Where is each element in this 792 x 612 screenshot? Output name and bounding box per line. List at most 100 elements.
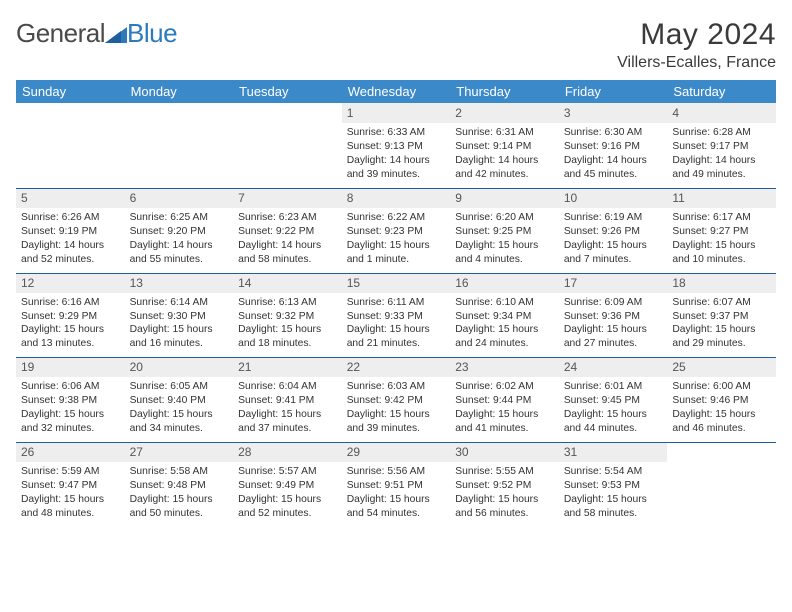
day-number: 7 bbox=[233, 188, 342, 208]
sunset-text: Sunset: 9:53 PM bbox=[564, 479, 663, 493]
daylight-text: Daylight: 15 hours and 44 minutes. bbox=[564, 408, 663, 436]
sunset-text: Sunset: 9:14 PM bbox=[455, 140, 554, 154]
sunset-text: Sunset: 9:13 PM bbox=[347, 140, 446, 154]
daylight-text: Daylight: 15 hours and 56 minutes. bbox=[455, 493, 554, 521]
day-number: 10 bbox=[559, 188, 668, 208]
sunset-text: Sunset: 9:27 PM bbox=[672, 225, 771, 239]
calendar-day-cell: 27Sunrise: 5:58 AMSunset: 9:48 PMDayligh… bbox=[125, 443, 234, 527]
calendar-day-cell: 29Sunrise: 5:56 AMSunset: 9:51 PMDayligh… bbox=[342, 443, 451, 527]
sunset-text: Sunset: 9:19 PM bbox=[21, 225, 120, 239]
daylight-text: Daylight: 15 hours and 29 minutes. bbox=[672, 323, 771, 351]
header-saturday: Saturday bbox=[667, 80, 776, 103]
sunset-text: Sunset: 9:44 PM bbox=[455, 394, 554, 408]
sunset-text: Sunset: 9:42 PM bbox=[347, 394, 446, 408]
sunrise-text: Sunrise: 6:31 AM bbox=[455, 126, 554, 140]
day-header-row: Sunday Monday Tuesday Wednesday Thursday… bbox=[16, 80, 776, 103]
sunrise-text: Sunrise: 6:05 AM bbox=[130, 380, 229, 394]
day-number: 15 bbox=[342, 273, 451, 293]
sunset-text: Sunset: 9:26 PM bbox=[564, 225, 663, 239]
calendar-day-cell bbox=[667, 443, 776, 527]
sunset-text: Sunset: 9:30 PM bbox=[130, 310, 229, 324]
daylight-text: Daylight: 15 hours and 52 minutes. bbox=[238, 493, 337, 521]
sunset-text: Sunset: 9:49 PM bbox=[238, 479, 337, 493]
calendar-week-row: 5 Sunrise: 6:26 AMSunset: 9:19 PM Daylight… bbox=[16, 188, 776, 273]
day-number: 13 bbox=[125, 273, 234, 293]
calendar-day-cell: 28Sunrise: 5:57 AMSunset: 9:49 PMDayligh… bbox=[233, 443, 342, 527]
daylight-text: Daylight: 15 hours and 1 minute. bbox=[347, 239, 446, 267]
sunrise-text: Sunrise: 5:58 AM bbox=[130, 465, 229, 479]
calendar-day-cell: 3 Sunrise: 6:30 AMSunset: 9:16 PMDaylight… bbox=[559, 103, 668, 188]
sunrise-text: Sunrise: 6:14 AM bbox=[130, 296, 229, 310]
daylight-text: Daylight: 15 hours and 18 minutes. bbox=[238, 323, 337, 351]
day-number: 8 bbox=[342, 188, 451, 208]
calendar-day-cell: 10Sunrise: 6:19 AMSunset: 9:26 PMDayligh… bbox=[559, 188, 668, 273]
calendar-day-cell: 14Sunrise: 6:13 AMSunset: 9:32 PMDayligh… bbox=[233, 273, 342, 358]
sunrise-text: Sunrise: 5:59 AM bbox=[21, 465, 120, 479]
sunset-text: Sunset: 9:46 PM bbox=[672, 394, 771, 408]
sunset-text: Sunset: 9:38 PM bbox=[21, 394, 120, 408]
calendar-day-cell: 9Sunrise: 6:20 AMSunset: 9:25 PMDaylight… bbox=[450, 188, 559, 273]
sunset-text: Sunset: 9:32 PM bbox=[238, 310, 337, 324]
header: General Blue May 2024 Villers-Ecalles, F… bbox=[16, 18, 776, 72]
calendar-day-cell: 31Sunrise: 5:54 AMSunset: 9:53 PMDayligh… bbox=[559, 443, 668, 527]
sunset-text: Sunset: 9:37 PM bbox=[672, 310, 771, 324]
calendar-day-cell: 23Sunrise: 6:02 AMSunset: 9:44 PMDayligh… bbox=[450, 358, 559, 443]
daylight-text: Daylight: 15 hours and 54 minutes. bbox=[347, 493, 446, 521]
calendar-day-cell: 19Sunrise: 6:06 AMSunset: 9:38 PMDayligh… bbox=[16, 358, 125, 443]
daylight-text: Daylight: 14 hours and 45 minutes. bbox=[564, 154, 663, 182]
calendar-day-cell: 12Sunrise: 6:16 AMSunset: 9:29 PMDayligh… bbox=[16, 273, 125, 358]
daylight-text: Daylight: 15 hours and 34 minutes. bbox=[130, 408, 229, 436]
sunset-text: Sunset: 9:45 PM bbox=[564, 394, 663, 408]
sunset-text: Sunset: 9:16 PM bbox=[564, 140, 663, 154]
sunset-text: Sunset: 9:40 PM bbox=[130, 394, 229, 408]
header-wednesday: Wednesday bbox=[342, 80, 451, 103]
sunrise-text: Sunrise: 6:30 AM bbox=[564, 126, 663, 140]
daylight-text: Daylight: 14 hours and 49 minutes. bbox=[672, 154, 771, 182]
daylight-text: Daylight: 15 hours and 46 minutes. bbox=[672, 408, 771, 436]
sunrise-text: Sunrise: 6:17 AM bbox=[672, 211, 771, 225]
sunrise-text: Sunrise: 5:54 AM bbox=[564, 465, 663, 479]
daylight-text: Daylight: 14 hours and 39 minutes. bbox=[347, 154, 446, 182]
day-number: 19 bbox=[16, 357, 125, 377]
day-number: 1 bbox=[342, 103, 451, 123]
sunrise-text: Sunrise: 6:04 AM bbox=[238, 380, 337, 394]
calendar-week-row: 26Sunrise: 5:59 AMSunset: 9:47 PMDayligh… bbox=[16, 443, 776, 527]
logo-text-blue: Blue bbox=[127, 18, 177, 49]
sunrise-text: Sunrise: 5:57 AM bbox=[238, 465, 337, 479]
day-number: 2 bbox=[450, 103, 559, 123]
sunset-text: Sunset: 9:36 PM bbox=[564, 310, 663, 324]
daylight-text: Daylight: 15 hours and 21 minutes. bbox=[347, 323, 446, 351]
daylight-text: Daylight: 14 hours and 58 minutes. bbox=[238, 239, 337, 267]
daylight-text: Daylight: 15 hours and 58 minutes. bbox=[564, 493, 663, 521]
day-number: 17 bbox=[559, 273, 668, 293]
sunrise-text: Sunrise: 6:03 AM bbox=[347, 380, 446, 394]
calendar-day-cell: 2Sunrise: 6:31 AMSunset: 9:14 PMDaylight… bbox=[450, 103, 559, 188]
calendar-table: Sunday Monday Tuesday Wednesday Thursday… bbox=[16, 80, 776, 527]
day-number: 3 bbox=[559, 103, 668, 123]
logo-triangle-icon bbox=[105, 25, 127, 43]
calendar-day-cell: 5Sunrise: 6:26 AMSunset: 9:19 PMDaylight… bbox=[16, 188, 125, 273]
day-number: 23 bbox=[450, 357, 559, 377]
sunrise-text: Sunrise: 6:07 AM bbox=[672, 296, 771, 310]
calendar-day-cell: 30Sunrise: 5:55 AMSunset: 9:52 PMDayligh… bbox=[450, 443, 559, 527]
calendar-day-cell bbox=[16, 103, 125, 188]
sunset-text: Sunset: 9:20 PM bbox=[130, 225, 229, 239]
calendar-day-cell: 15Sunrise: 6:11 AMSunset: 9:33 PMDayligh… bbox=[342, 273, 451, 358]
sunset-text: Sunset: 9:52 PM bbox=[455, 479, 554, 493]
day-number: 5 bbox=[16, 188, 125, 208]
calendar-day-cell: 1Sunrise: 6:33 AMSunset: 9:13 PMDaylight… bbox=[342, 103, 451, 188]
calendar-day-cell: 7Sunrise: 6:23 AMSunset: 9:22 PMDaylight… bbox=[233, 188, 342, 273]
day-number: 9 bbox=[450, 188, 559, 208]
calendar-day-cell: 4Sunrise: 6:28 AMSunset: 9:17 PMDaylight… bbox=[667, 103, 776, 188]
sunrise-text: Sunrise: 6:02 AM bbox=[455, 380, 554, 394]
daylight-text: Daylight: 15 hours and 50 minutes. bbox=[130, 493, 229, 521]
daylight-text: Daylight: 15 hours and 10 minutes. bbox=[672, 239, 771, 267]
sunrise-text: Sunrise: 6:26 AM bbox=[21, 211, 120, 225]
calendar-day-cell: 11 Sunrise: 6:17 AMSunset: 9:27 PMDayligh… bbox=[667, 188, 776, 273]
calendar-day-cell bbox=[125, 103, 234, 188]
sunrise-text: Sunrise: 6:28 AM bbox=[672, 126, 771, 140]
sunrise-text: Sunrise: 6:25 AM bbox=[130, 211, 229, 225]
daylight-text: Daylight: 15 hours and 39 minutes. bbox=[347, 408, 446, 436]
day-number: 11 bbox=[667, 188, 776, 208]
sunset-text: Sunset: 9:47 PM bbox=[21, 479, 120, 493]
